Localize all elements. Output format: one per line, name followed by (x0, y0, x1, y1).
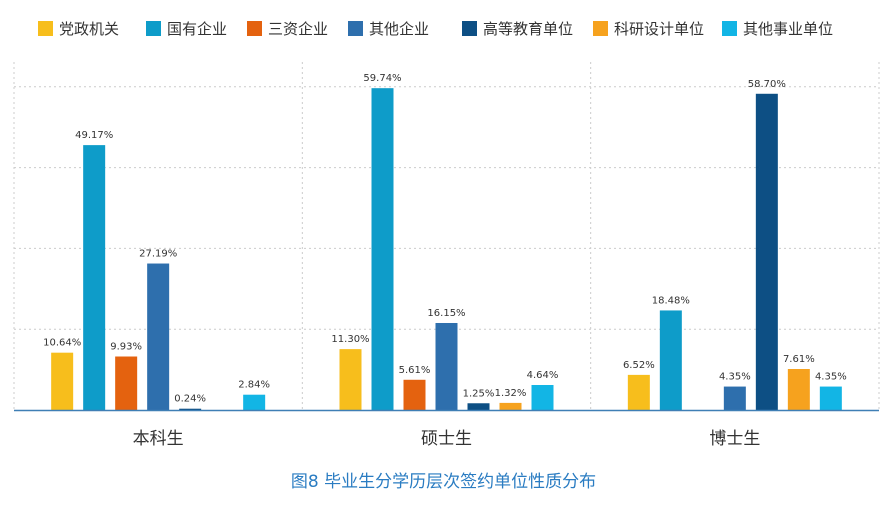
data-label: 1.32% (495, 388, 527, 399)
legend-swatch (593, 21, 608, 36)
legend-swatch (722, 21, 737, 36)
bar (531, 385, 554, 410)
data-label: 49.17% (75, 130, 113, 141)
data-label: 58.70% (748, 79, 786, 90)
legend-label: 其他事业单位 (743, 20, 833, 38)
data-label: 11.30% (331, 334, 369, 345)
bar (499, 402, 522, 410)
legend: 党政机关 国有企业 三资企业 其他企业 高等教育单位 科研设计单位 其他事业单位 (38, 20, 833, 38)
legend-swatch (462, 21, 477, 36)
legend-swatch (348, 21, 363, 36)
x-axis: 本科生 硕士生 博士生 (14, 409, 879, 449)
legend-label: 国有企业 (167, 20, 227, 38)
legend-label: 其他企业 (369, 20, 429, 38)
data-label: 4.35% (815, 372, 847, 383)
chart-title: 图8 毕业生分学历层次签约单位性质分布 (291, 472, 596, 492)
x-tick-label: 本科生 (133, 429, 184, 449)
data-label: 16.15% (427, 308, 465, 319)
data-label: 7.61% (783, 354, 815, 365)
bar (403, 379, 426, 410)
legend-swatch (247, 21, 262, 36)
legend-label: 高等教育单位 (483, 20, 573, 38)
bar (243, 394, 266, 410)
x-tick-label: 硕士生 (421, 429, 472, 449)
bar (115, 356, 138, 410)
x-tick-label: 博士生 (709, 429, 760, 449)
data-label: 10.64% (43, 338, 81, 349)
bar (723, 386, 746, 410)
data-label: 9.93% (110, 342, 142, 353)
data-label: 59.74% (363, 73, 401, 84)
gridlines (13, 62, 880, 410)
bar (339, 349, 362, 410)
legend-swatch (146, 21, 161, 36)
bar (51, 352, 74, 410)
data-label: 27.19% (139, 249, 177, 260)
bar (435, 322, 458, 410)
data-label: 4.64% (527, 370, 559, 381)
legend-label: 科研设计单位 (614, 20, 704, 38)
bar (659, 310, 682, 410)
legend-swatch (38, 21, 53, 36)
data-label: 2.84% (238, 380, 270, 391)
data-label: 6.52% (623, 360, 655, 371)
data-label: 1.25% (463, 388, 495, 399)
bar (819, 386, 842, 410)
data-label: 5.61% (399, 365, 431, 376)
bar (787, 369, 810, 410)
bar (147, 263, 170, 410)
data-label: 0.24% (174, 394, 206, 405)
bars: 10.64% 49.17% 9.93% 27.19% 0.24% 2.84% 11.30% 5… (43, 73, 847, 411)
bar (83, 145, 106, 410)
bar (467, 403, 490, 410)
legend-label: 三资企业 (268, 20, 328, 38)
data-label: 18.48% (652, 295, 690, 306)
bar (755, 93, 778, 411)
bar (371, 88, 394, 410)
legend-label: 党政机关 (59, 20, 119, 38)
data-label: 4.35% (719, 372, 751, 383)
bar (179, 408, 202, 410)
bar (627, 374, 650, 410)
